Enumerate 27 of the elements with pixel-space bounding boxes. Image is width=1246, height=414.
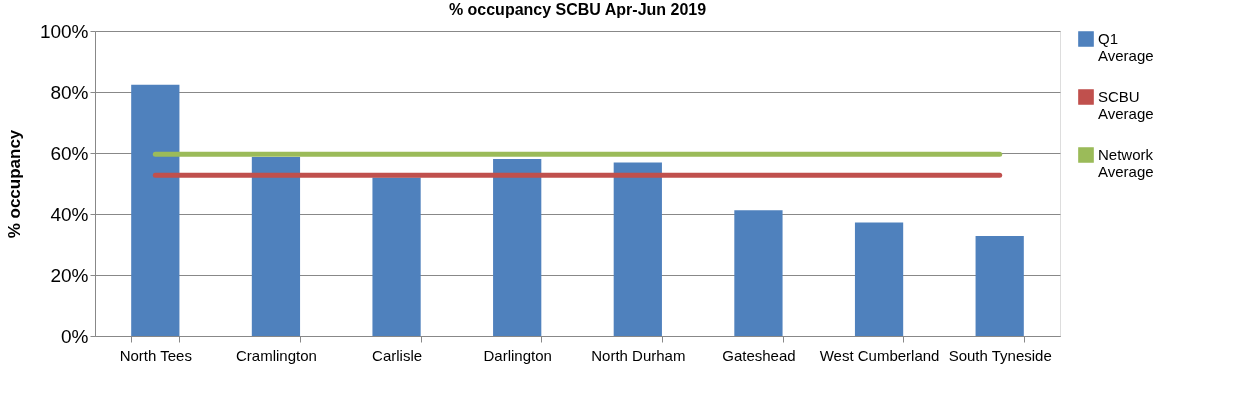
x-tick-label: Carlisle <box>372 346 423 364</box>
bar <box>493 159 542 336</box>
bar <box>372 177 421 336</box>
y-tick-label: 100% <box>39 20 89 42</box>
legend-label: SCBU Average <box>1098 88 1154 122</box>
x-tick-label: Cramlington <box>236 346 317 364</box>
bar <box>251 156 301 336</box>
y-tick-label: 80% <box>50 81 89 103</box>
bar <box>131 84 180 336</box>
y-axis-title: % occupancy <box>4 129 24 239</box>
bar <box>613 162 662 336</box>
x-tick-label: North Tees <box>119 346 192 364</box>
legend-label: Q1 Average <box>1098 30 1154 64</box>
legend-label: Network Average <box>1098 146 1154 180</box>
x-tick-label: West Cumberland <box>819 346 940 364</box>
bar <box>975 235 1024 336</box>
x-tick-label: Gateshead <box>722 346 796 364</box>
bar <box>734 210 783 336</box>
x-tick-label: North Durham <box>591 346 686 364</box>
bar <box>854 222 904 336</box>
x-tick-label: Darlington <box>483 346 552 364</box>
y-tick-label: 20% <box>50 264 89 286</box>
x-tick-label: South Tyneside <box>948 346 1052 364</box>
y-tick-label: 40% <box>50 203 89 225</box>
y-tick-label: 60% <box>50 142 89 164</box>
chart-title: % occupancy SCBU Apr-Jun 2019 <box>448 1 707 18</box>
y-tick-label: 0% <box>61 325 89 347</box>
